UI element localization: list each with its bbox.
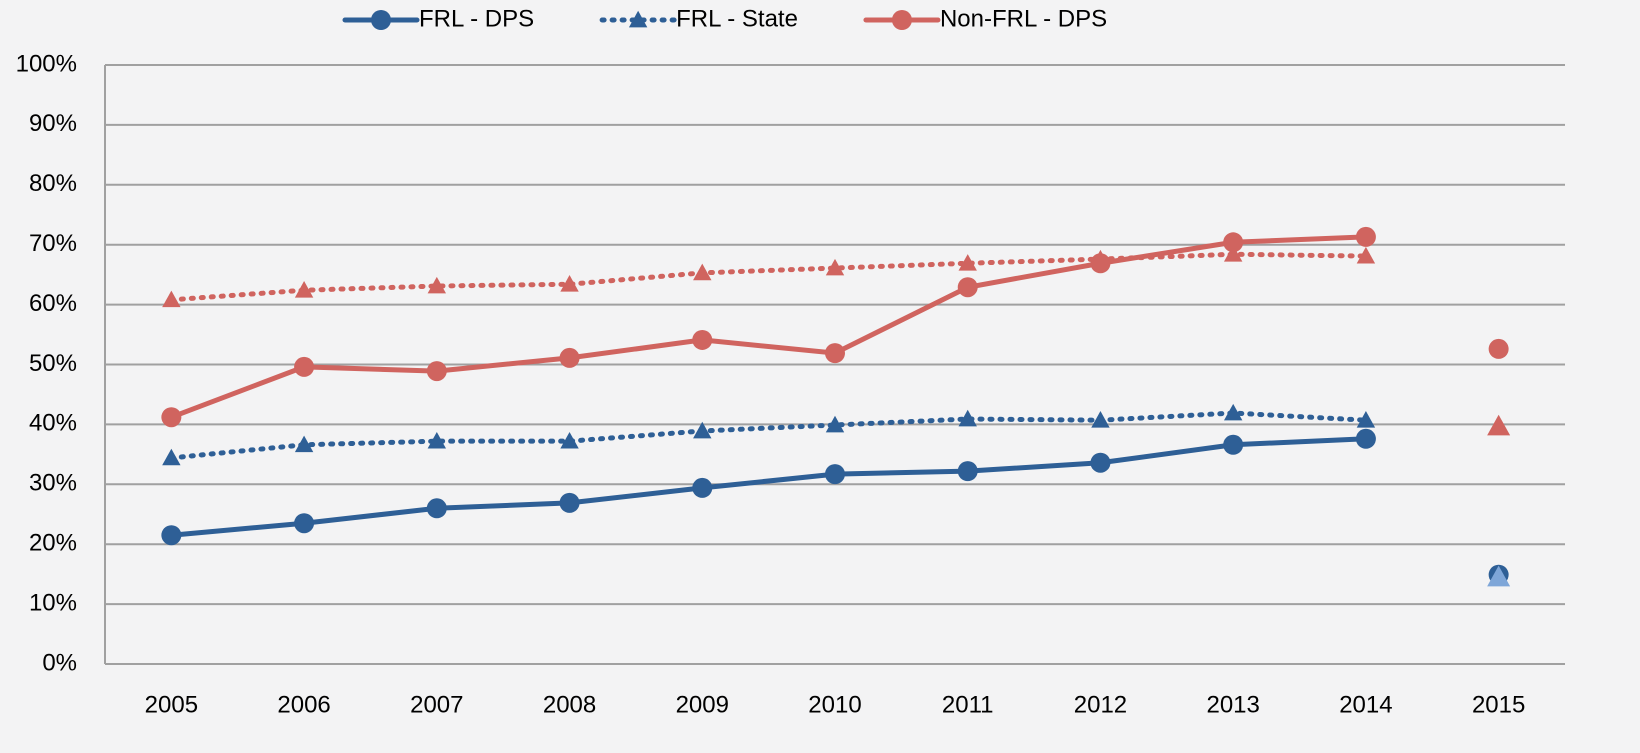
- y-tick-label: 70%: [29, 230, 77, 257]
- data-point: [294, 356, 315, 377]
- x-tick-label: 2012: [1074, 691, 1127, 718]
- data-point: [957, 461, 978, 482]
- x-tick-label: 2007: [410, 691, 463, 718]
- data-point: [958, 254, 977, 271]
- data-point: [958, 409, 977, 427]
- data-point: [1487, 565, 1511, 587]
- legend-label: Non-FRL - DPS: [940, 5, 1107, 32]
- y-tick-label: 100%: [16, 50, 77, 77]
- series-line: [168, 410, 1369, 461]
- data-point: [1223, 403, 1243, 421]
- data-point: [559, 492, 580, 513]
- x-tick-label: 2006: [277, 691, 330, 718]
- data-point: [1223, 434, 1244, 455]
- data-point: [825, 415, 845, 433]
- data-point: [426, 361, 447, 382]
- x-tick-label: 2014: [1339, 691, 1392, 718]
- data-point: [1356, 411, 1376, 428]
- data-point: [1223, 232, 1244, 253]
- data-point: [559, 347, 580, 368]
- x-tick-label: 2015: [1472, 691, 1525, 718]
- series-line: [168, 436, 1369, 538]
- x-tick-label: 2005: [145, 691, 198, 718]
- data-point: [957, 277, 978, 298]
- x-tick-label: 2010: [808, 691, 861, 718]
- legend-marker: [628, 10, 648, 28]
- data-point: [825, 343, 845, 364]
- y-tick-label: 80%: [29, 170, 77, 197]
- data-point: [1355, 428, 1376, 449]
- legend-label: FRL - DPS: [419, 5, 534, 32]
- y-tick-label: 60%: [29, 290, 77, 317]
- data-point: [825, 464, 845, 485]
- series-line: [168, 251, 1369, 303]
- y-tick-label: 0%: [42, 649, 77, 676]
- x-tick-label: 2008: [543, 691, 596, 718]
- y-tick-label: 90%: [29, 110, 77, 137]
- data-point: [162, 290, 181, 308]
- data-point: [693, 263, 712, 281]
- data-point: [426, 498, 447, 519]
- data-point: [1091, 249, 1110, 267]
- series-line: [168, 234, 1369, 420]
- x-tick-label: 2009: [676, 691, 729, 718]
- data-point: [1223, 245, 1243, 262]
- data-point: [1355, 226, 1376, 247]
- legend-label: FRL - State: [676, 5, 798, 32]
- legend-marker: [891, 10, 912, 30]
- data-point: [560, 431, 579, 449]
- y-tick-label: 40%: [29, 410, 77, 437]
- data-point: [161, 525, 182, 546]
- data-point: [693, 421, 712, 439]
- y-tick-label: 30%: [29, 470, 77, 497]
- data-point: [692, 329, 713, 350]
- data-point: [560, 275, 579, 292]
- data-point: [825, 258, 845, 276]
- data-point: [427, 276, 447, 294]
- x-tick-label: 2013: [1206, 691, 1259, 718]
- data-point: [1487, 414, 1511, 436]
- data-point: [1488, 338, 1509, 359]
- x-tick-label: 2011: [942, 691, 994, 718]
- y-tick-label: 50%: [29, 350, 77, 377]
- y-tick-label: 10%: [29, 589, 77, 616]
- data-point: [1356, 246, 1376, 264]
- data-point: [161, 407, 182, 428]
- data-point: [162, 448, 181, 466]
- data-point: [294, 513, 315, 534]
- y-tick-label: 20%: [29, 530, 77, 557]
- data-point: [692, 477, 713, 498]
- data-point: [1090, 452, 1111, 473]
- legend-marker: [371, 10, 391, 30]
- data-point: [1091, 411, 1110, 428]
- data-point: [294, 281, 314, 298]
- data-point: [294, 435, 314, 453]
- data-point: [427, 431, 447, 449]
